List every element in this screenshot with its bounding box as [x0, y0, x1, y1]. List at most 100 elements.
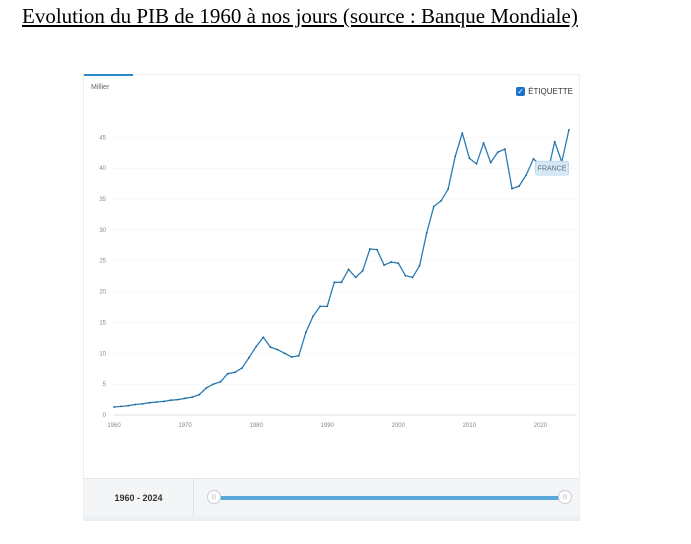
- range-end-handle[interactable]: |||: [558, 490, 572, 504]
- data-point[interactable]: [241, 367, 243, 369]
- data-point[interactable]: [383, 264, 385, 266]
- data-point[interactable]: [255, 345, 258, 348]
- data-point[interactable]: [205, 387, 208, 389]
- range-slider-track[interactable]: [214, 496, 565, 500]
- y-tick-label: 15: [99, 320, 106, 326]
- data-point[interactable]: [319, 305, 321, 308]
- range-start-handle[interactable]: |||: [207, 490, 221, 504]
- data-point[interactable]: [162, 400, 165, 403]
- data-point[interactable]: [397, 262, 400, 265]
- data-point[interactable]: [504, 148, 506, 150]
- x-tick-label: 1990: [321, 423, 335, 429]
- y-tick-label: 45: [99, 135, 106, 141]
- active-tab-indicator[interactable]: [84, 74, 133, 76]
- y-axis-ticks: 0 5 10 15 20 25 30 35 40 45: [99, 135, 106, 419]
- label-toggle-text: ÉTIQUETTE: [528, 87, 573, 96]
- data-point[interactable]: [312, 315, 314, 318]
- data-point[interactable]: [496, 151, 499, 153]
- x-tick-label: 1980: [249, 423, 263, 429]
- data-point[interactable]: [177, 398, 179, 401]
- data-point[interactable]: [511, 187, 513, 190]
- data-point[interactable]: [113, 406, 115, 408]
- range-selector: 1960 - 2024 ||| |||: [84, 478, 579, 517]
- data-point[interactable]: [191, 396, 194, 398]
- y-tick-label: 25: [99, 259, 106, 265]
- data-point[interactable]: [141, 403, 144, 405]
- data-point[interactable]: [475, 163, 478, 165]
- data-point[interactable]: [148, 401, 151, 404]
- data-point[interactable]: [212, 383, 215, 385]
- data-point[interactable]: [233, 371, 236, 374]
- data-point[interactable]: [404, 274, 407, 277]
- data-point[interactable]: [390, 261, 393, 263]
- data-point[interactable]: [553, 140, 556, 143]
- data-point[interactable]: [248, 356, 250, 359]
- data-point[interactable]: [219, 380, 222, 383]
- data-point[interactable]: [340, 281, 343, 284]
- y-tick-label: 5: [103, 382, 107, 388]
- data-point[interactable]: [170, 399, 172, 402]
- data-point[interactable]: [283, 352, 286, 355]
- data-point[interactable]: [326, 305, 329, 308]
- series-label-group: FRANCE: [535, 160, 569, 176]
- data-point[interactable]: [269, 346, 272, 348]
- data-point[interactable]: [489, 161, 492, 164]
- x-tick-label: 2000: [392, 423, 406, 429]
- data-point[interactable]: [525, 174, 528, 176]
- grid-lines: [114, 137, 576, 416]
- data-point[interactable]: [376, 248, 378, 251]
- y-tick-label: 40: [99, 166, 106, 172]
- y-tick-label: 30: [99, 228, 106, 234]
- data-point[interactable]: [425, 232, 428, 234]
- data-point[interactable]: [276, 348, 279, 351]
- x-axis-ticks: 1960 1970 1980 1990 2000 2010 2020: [107, 423, 547, 429]
- data-point[interactable]: [454, 155, 457, 158]
- y-tick-label: 20: [99, 290, 106, 296]
- data-point[interactable]: [333, 281, 336, 284]
- data-point[interactable]: [226, 372, 229, 375]
- unit-label: Millier: [91, 84, 110, 91]
- data-point[interactable]: [305, 331, 307, 334]
- series-line-france[interactable]: [113, 129, 570, 408]
- series-label-box: [535, 160, 569, 176]
- page-title: Evolution du PIB de 1960 à nos jours (so…: [22, 4, 578, 28]
- data-point[interactable]: [369, 248, 371, 250]
- data-point[interactable]: [262, 336, 265, 339]
- data-point[interactable]: [290, 356, 293, 358]
- y-tick-label: 35: [99, 197, 106, 203]
- data-point[interactable]: [354, 276, 357, 279]
- data-point[interactable]: [568, 129, 570, 131]
- data-point[interactable]: [482, 142, 485, 144]
- data-point[interactable]: [120, 405, 122, 408]
- series-label: FRANCE: [538, 166, 567, 173]
- label-checkbox[interactable]: ✓: [516, 87, 526, 96]
- data-point[interactable]: [361, 269, 364, 272]
- data-point[interactable]: [432, 205, 435, 208]
- data-point[interactable]: [198, 393, 201, 396]
- series-france: [113, 129, 570, 408]
- data-point[interactable]: [447, 188, 449, 191]
- data-point[interactable]: [411, 276, 414, 279]
- data-point[interactable]: [127, 404, 130, 407]
- x-tick-label: 2010: [463, 423, 477, 429]
- data-point[interactable]: [532, 158, 535, 160]
- x-tick-label: 1960: [107, 423, 121, 429]
- x-tick-label: 2020: [534, 423, 548, 429]
- bottom-strip: [84, 516, 579, 520]
- data-point[interactable]: [440, 200, 442, 202]
- data-point[interactable]: [134, 403, 137, 406]
- label-toggle[interactable]: ✓ ÉTIQUETTE: [516, 87, 573, 96]
- data-point[interactable]: [184, 397, 186, 400]
- data-point[interactable]: [518, 185, 520, 187]
- line-chart: 0 5 10 15 20 25 30 35 40 45 1960 1970 1980 1990 2000 2…: [99, 129, 576, 429]
- data-point[interactable]: [155, 401, 158, 403]
- data-point[interactable]: [461, 132, 464, 134]
- data-point[interactable]: [297, 354, 300, 357]
- chart-card: Millier ✓ ÉTIQUETTE 0 5 10 15 20 25 30 35 40 45 1…: [83, 74, 580, 521]
- x-tick-label: 1970: [178, 423, 192, 429]
- data-point[interactable]: [468, 157, 471, 160]
- y-tick-label: 10: [99, 351, 106, 357]
- data-point[interactable]: [347, 268, 350, 271]
- range-text: 1960 - 2024: [84, 479, 194, 517]
- data-point[interactable]: [418, 264, 421, 267]
